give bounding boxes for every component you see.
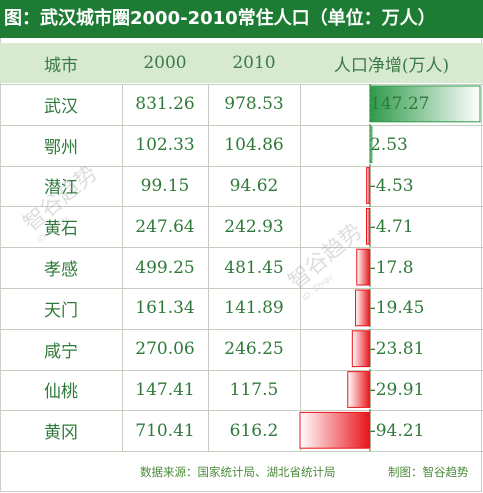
cell-2000: 831.26 <box>135 94 195 115</box>
header-change: 人口净增(万人) <box>333 55 450 76</box>
cell-city: 武汉 <box>44 96 78 117</box>
table-row: 黄石 247.64 242.93 -4.71 <box>0 206 483 246</box>
cell-city: 天门 <box>44 300 78 321</box>
change-bar-6 <box>351 330 371 368</box>
grid-line <box>0 206 483 208</box>
header-row: 城市 2000 2010 人口净增(万人) <box>0 43 483 83</box>
change-bar-0 <box>369 85 481 123</box>
cell-2010: 242.93 <box>224 216 284 237</box>
table-row: 潜江 99.15 94.62 -4.53 <box>0 166 483 206</box>
header-2000: 2000 <box>143 53 187 73</box>
cell-city: 潜江 <box>44 178 78 199</box>
grid-line <box>0 84 483 85</box>
header-2010: 2010 <box>232 53 276 73</box>
change-bar-8 <box>299 411 371 449</box>
table-row: 武汉 831.26 978.53 147.27 <box>0 84 483 124</box>
cell-2010: 141.89 <box>224 298 284 319</box>
change-bar-5 <box>355 289 371 327</box>
cell-2000: 161.34 <box>135 298 195 319</box>
cell-change: -4.71 <box>370 216 414 237</box>
cell-city: 黄冈 <box>44 423 78 444</box>
cell-2000: 102.33 <box>135 135 195 156</box>
cell-2010: 616.2 <box>229 420 279 441</box>
cell-2000: 499.25 <box>135 257 195 278</box>
grid-line <box>0 165 483 167</box>
cell-city: 孝感 <box>44 260 78 281</box>
cell-2000: 99.15 <box>140 175 190 196</box>
cell-city: 咸宁 <box>44 341 78 362</box>
grid-line <box>122 84 123 452</box>
cell-2010: 246.25 <box>224 339 284 360</box>
grid-line <box>300 84 301 452</box>
footer-credit: 制图：智谷趋势 <box>388 465 469 479</box>
cell-change: -94.21 <box>370 420 425 441</box>
table-row: 孝感 499.25 481.45 -17.8 <box>0 247 483 287</box>
cell-2010: 117.5 <box>229 379 279 400</box>
cell-city: 黄石 <box>44 219 78 240</box>
table-row: 黄冈 710.41 616.2 -94.21 <box>0 410 483 450</box>
grid-line <box>0 247 483 249</box>
cell-change: 2.53 <box>370 135 408 156</box>
grid-line <box>0 124 483 126</box>
cell-2000: 270.06 <box>135 339 195 360</box>
table-row: 鄂州 102.33 104.86 2.53 <box>0 125 483 165</box>
table-row: 天门 161.34 141.89 -19.45 <box>0 288 483 328</box>
cell-city: 仙桃 <box>44 382 78 403</box>
cell-change: -4.53 <box>370 175 414 196</box>
cell-2000: 247.64 <box>135 216 195 237</box>
cell-change: -17.8 <box>370 257 414 278</box>
cell-change: -19.45 <box>370 298 425 319</box>
table-row: 仙桃 147.41 117.5 -29.91 <box>0 370 483 410</box>
cell-change: 147.27 <box>370 94 430 115</box>
table-row: 咸宁 270.06 246.25 -23.81 <box>0 329 483 369</box>
grid-line <box>0 369 483 371</box>
cell-change: -23.81 <box>370 339 425 360</box>
cell-change: -29.91 <box>370 379 425 400</box>
cell-2010: 104.86 <box>224 135 284 156</box>
grid-line <box>0 451 483 453</box>
chart-title: 图：武汉城市圈2000-2010常住人口（单位：万人） <box>0 0 483 38</box>
cell-2010: 978.53 <box>224 94 284 115</box>
footer-source: 数据来源：国家统计局、湖北省统计局 <box>140 465 336 479</box>
cell-city: 鄂州 <box>44 137 78 158</box>
cell-2000: 147.41 <box>135 379 195 400</box>
grid-line <box>208 84 209 452</box>
cell-2010: 481.45 <box>224 257 284 278</box>
header-city: 城市 <box>44 55 78 76</box>
change-bar-4 <box>356 248 371 286</box>
grid-line <box>0 328 483 330</box>
grid-line <box>0 410 483 412</box>
cell-2000: 710.41 <box>135 420 195 441</box>
cell-2010: 94.62 <box>229 175 279 196</box>
grid-line <box>0 288 483 289</box>
change-bar-7 <box>347 371 371 408</box>
